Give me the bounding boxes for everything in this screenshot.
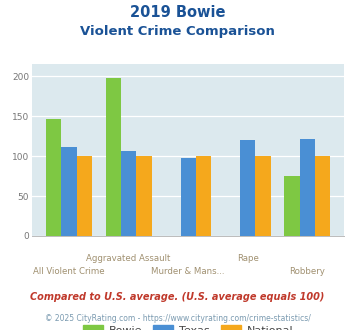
Text: Violent Crime Comparison: Violent Crime Comparison <box>80 25 275 38</box>
Bar <box>61 148 77 236</box>
Bar <box>136 156 152 236</box>
Bar <box>77 156 92 236</box>
Text: Rape: Rape <box>237 254 259 263</box>
Text: 2019 Bowie: 2019 Bowie <box>130 5 225 20</box>
Bar <box>196 156 211 236</box>
Bar <box>300 139 315 236</box>
Text: © 2025 CityRating.com - https://www.cityrating.com/crime-statistics/: © 2025 CityRating.com - https://www.city… <box>45 314 310 323</box>
Bar <box>255 156 271 236</box>
Bar <box>315 156 330 236</box>
Bar <box>46 118 61 236</box>
Bar <box>284 176 300 236</box>
Legend: Bowie, Texas, National: Bowie, Texas, National <box>79 320 297 330</box>
Text: Aggravated Assault: Aggravated Assault <box>86 254 171 263</box>
Text: Murder & Mans...: Murder & Mans... <box>151 267 225 276</box>
Text: All Violent Crime: All Violent Crime <box>33 267 105 276</box>
Text: Robbery: Robbery <box>289 267 325 276</box>
Text: Compared to U.S. average. (U.S. average equals 100): Compared to U.S. average. (U.S. average … <box>30 292 325 302</box>
Bar <box>121 151 136 236</box>
Bar <box>240 140 255 236</box>
Bar <box>180 158 196 236</box>
Bar <box>106 78 121 236</box>
